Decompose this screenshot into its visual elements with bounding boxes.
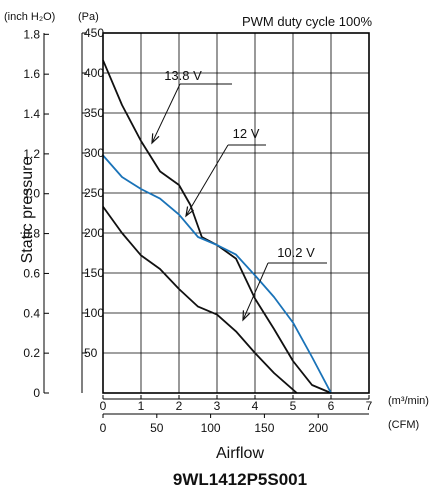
y-tick-label-inh2o: 0.8: [23, 227, 40, 241]
callout-leader: [151, 83, 181, 144]
y-tick-label-pa: 400: [84, 66, 104, 80]
x-tick-label-m3min: 1: [138, 399, 145, 413]
callout-label: 13.8 V: [164, 68, 202, 83]
x-tick-label-cfm: 100: [201, 421, 221, 435]
y-tick-label-pa: 300: [84, 146, 104, 160]
x-tick-label-m3min: 3: [214, 399, 221, 413]
callout-arrowhead: [242, 310, 251, 322]
tick-labels: 00.20.40.60.81.01.21.41.61.8501001502002…: [23, 26, 372, 435]
y-tick-label-inh2o: 1.4: [23, 107, 40, 121]
x-tick-label-m3min: 7: [366, 399, 373, 413]
callout-label: 12 V: [233, 126, 260, 141]
curve-102v: [102, 206, 298, 394]
y-tick-label-pa: 450: [84, 26, 104, 40]
y-tick-label-inh2o: 1.8: [23, 27, 40, 41]
callout-label: 10.2 V: [277, 245, 315, 260]
x-axis-title: Airflow: [216, 445, 264, 462]
y-unit-inh2o: (inch H₂O): [4, 11, 55, 23]
plot-axes: [43, 32, 370, 418]
callout-arrowhead: [151, 133, 160, 145]
x-tick-label-cfm: 200: [308, 421, 328, 435]
y-tick-label-pa: 50: [84, 346, 98, 360]
y-axis-title: Static pressure: [19, 157, 36, 264]
y-tick-label-inh2o: 0: [33, 386, 40, 400]
voltage-callouts: 13.8 V 12 V 10.2 V: [151, 68, 327, 322]
x-unit-m3min: (m³/min): [388, 395, 429, 407]
y-tick-label-pa: 200: [84, 226, 104, 240]
y-tick-label-pa: 150: [84, 266, 104, 280]
callout-arrowhead: [185, 206, 194, 218]
y-tick-label-inh2o: 0.6: [23, 266, 40, 280]
y-unit-pa: (Pa): [78, 11, 99, 23]
y-tick-label-pa: 250: [84, 186, 104, 200]
y-tick-label-inh2o: 1.6: [23, 67, 40, 81]
chart-note: PWM duty cycle 100%: [242, 14, 372, 29]
x-tick-label-m3min: 2: [176, 399, 183, 413]
plot-grid: [103, 33, 369, 393]
x-tick-label-m3min: 4: [252, 399, 259, 413]
x-tick-label-m3min: 6: [328, 399, 335, 413]
y-tick-label-pa: 100: [84, 306, 104, 320]
x-tick-label-cfm: 150: [254, 421, 274, 435]
curve-12v: [102, 154, 332, 394]
y-tick-label-pa: 350: [84, 106, 104, 120]
x-tick-label-m3min: 0: [100, 399, 107, 413]
x-tick-label-m3min: 5: [290, 399, 297, 413]
plot-frame: [102, 32, 370, 394]
x-tick-label-cfm: 50: [150, 421, 164, 435]
pq-curves: [102, 59, 332, 394]
y-tick-label-inh2o: 0.2: [23, 346, 40, 360]
y-tick-label-inh2o: 1.0: [23, 187, 40, 201]
y-tick-label-inh2o: 0.4: [23, 306, 40, 320]
x-tick-label-cfm: 0: [100, 421, 107, 435]
x-unit-cfm: (CFM): [388, 419, 419, 431]
callout-leader: [185, 144, 229, 217]
callout-leader: [242, 262, 269, 321]
model-name: 9WL1412P5S001: [173, 470, 307, 489]
y-tick-label-inh2o: 1.2: [23, 147, 40, 161]
